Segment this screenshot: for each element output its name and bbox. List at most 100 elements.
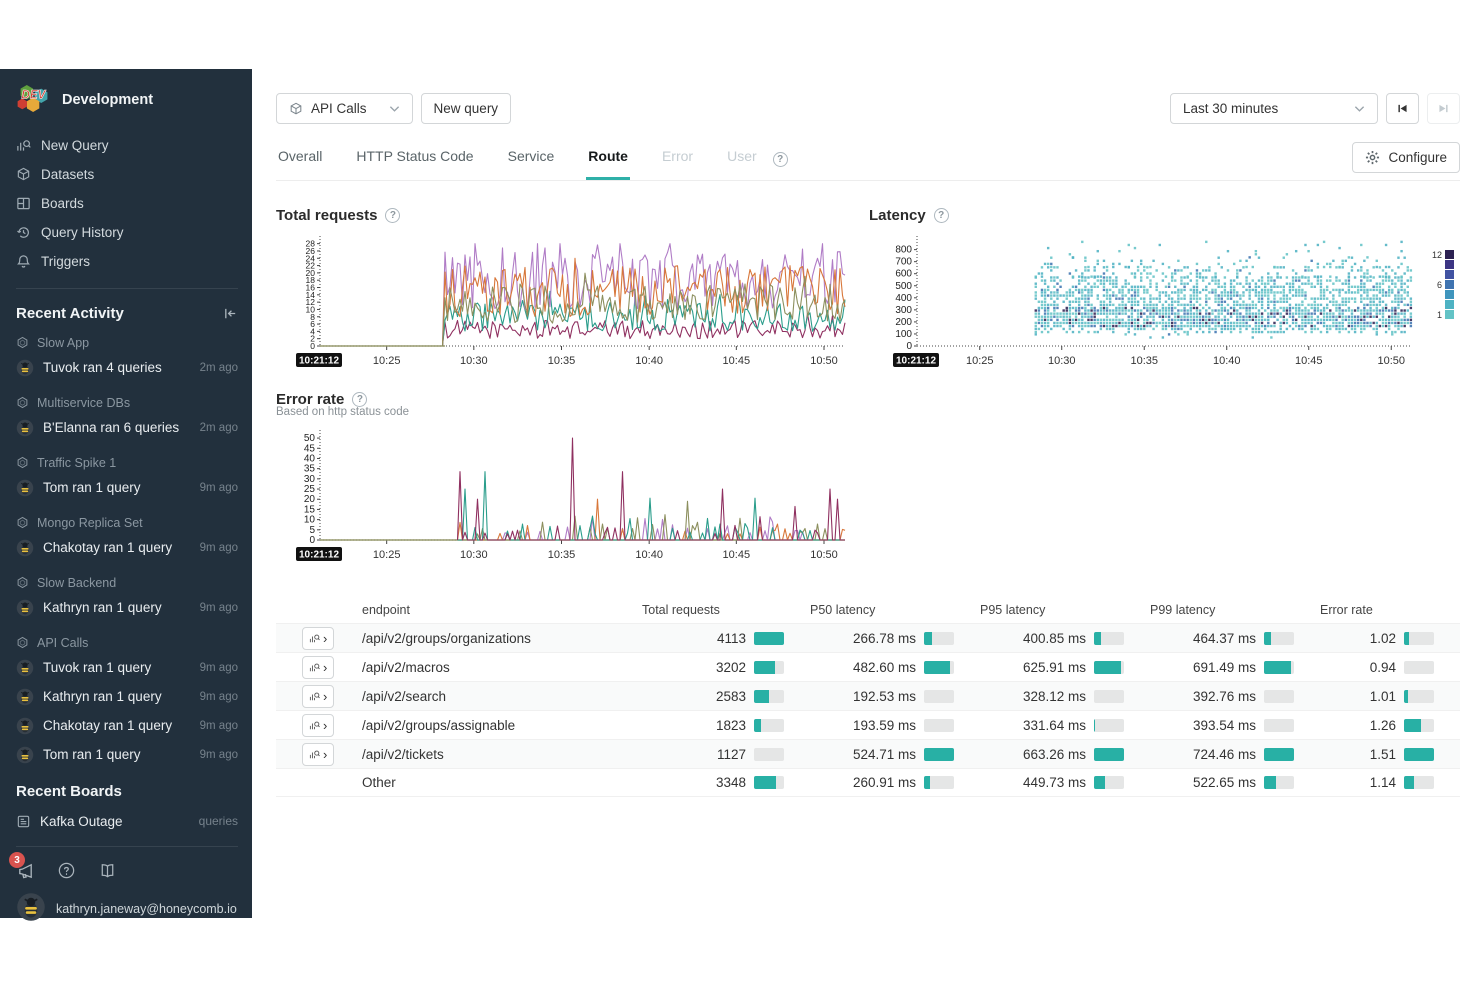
- activity-query-item[interactable]: Tuvok ran 4 queries 2m ago: [16, 353, 238, 382]
- col-error-rate: Error rate: [1320, 603, 1373, 617]
- activity-time: 9m ago: [199, 719, 238, 732]
- announcements-count-badge: 3: [9, 852, 25, 868]
- open-query-button[interactable]: ›: [302, 742, 335, 766]
- total-requests-cell: 3202: [642, 660, 810, 675]
- svg-text:10:50: 10:50: [810, 549, 838, 561]
- chevron-right-icon: ›: [323, 688, 328, 704]
- error-rate-cell: 1.26: [1320, 718, 1460, 733]
- bee-avatar-icon: [16, 688, 34, 706]
- activity-text: Tuvok ran 1 query: [43, 660, 152, 675]
- error-rate-cell: 1.02: [1320, 631, 1460, 646]
- svg-text:10: 10: [306, 304, 316, 314]
- open-query-button[interactable]: ›: [302, 713, 335, 737]
- activity-dataset-label[interactable]: API Calls: [16, 632, 238, 653]
- svg-text:10:50: 10:50: [1377, 355, 1405, 367]
- table-row: › /api/v2/tickets 1127 524.71 ms 663.26 ms 72…: [276, 739, 1460, 768]
- table-row: › /api/v2/groups/organizations 4113 266.78 …: [276, 623, 1460, 652]
- tab-http-status-code[interactable]: HTTP Status Code: [356, 148, 474, 164]
- bee-avatar-icon: [16, 599, 34, 617]
- open-query-button[interactable]: ›: [302, 626, 335, 650]
- svg-text:12: 12: [1432, 250, 1442, 260]
- activity-dataset-label[interactable]: Slow App: [16, 332, 238, 353]
- board-item[interactable]: Kafka Outage queries: [16, 808, 238, 834]
- activity-query-item[interactable]: Kathryn ran 1 query 9m ago: [16, 593, 238, 622]
- error-rate-cell: 1.14: [1320, 775, 1460, 790]
- activity-query-item[interactable]: Tom ran 1 query 9m ago: [16, 473, 238, 502]
- help-icon[interactable]: [57, 861, 76, 880]
- endpoint-cell: /api/v2/groups/assignable: [362, 717, 516, 733]
- activity-dataset-label[interactable]: Traffic Spike 1: [16, 452, 238, 473]
- svg-text:26: 26: [306, 246, 316, 256]
- open-query-button[interactable]: ›: [302, 684, 335, 708]
- activity-dataset-label[interactable]: Multiservice DBs: [16, 392, 238, 413]
- total-requests-chart: Total requests ? 0 2 4 6 8 10 12 14 16 18 20 22 24 26…: [276, 207, 851, 385]
- time-range-selector[interactable]: Last 30 minutes: [1170, 93, 1378, 124]
- sidebar-item-triggers[interactable]: Triggers: [16, 247, 238, 276]
- announcements-megaphone-icon[interactable]: 3: [9, 852, 35, 880]
- collapse-sidebar-icon[interactable]: [223, 306, 238, 321]
- hexbox-icon: [16, 167, 31, 182]
- error-rate-bar: [1404, 776, 1434, 789]
- tab-route[interactable]: Route: [586, 140, 630, 180]
- dataset-selector[interactable]: API Calls: [276, 93, 413, 124]
- latency-help-icon[interactable]: ?: [933, 208, 949, 223]
- total-requests-cell: 1127: [642, 747, 810, 762]
- sidebar-item-query-history[interactable]: Query History: [16, 218, 238, 247]
- open-query-button[interactable]: ›: [302, 655, 335, 679]
- p50-latency-bar: [924, 631, 954, 645]
- svg-text:500: 500: [895, 281, 912, 292]
- tab-service[interactable]: Service: [507, 148, 555, 164]
- activity-dataset-label[interactable]: Mongo Replica Set: [16, 512, 238, 533]
- tab-user[interactable]: User: [727, 148, 757, 164]
- hexagon-dataset-icon: [16, 336, 29, 349]
- hexagon-dataset-icon: [16, 576, 29, 589]
- activity-query-item[interactable]: Kathryn ran 1 query 9m ago: [16, 682, 238, 711]
- chart-search-icon: [309, 662, 320, 673]
- configure-button[interactable]: Configure: [1352, 142, 1460, 173]
- activity-query-item[interactable]: Tom ran 1 query 9m ago: [16, 740, 238, 769]
- tab-overall[interactable]: Overall: [278, 148, 323, 164]
- p99-latency-bar: [1264, 660, 1294, 674]
- sidebar-item-new-query[interactable]: New Query: [16, 131, 238, 160]
- p95-latency-cell: 449.73 ms: [980, 775, 1150, 790]
- latency-chart: Latency ? 0 100 200 300 400 500 600 700 800 10:25…: [869, 207, 1463, 385]
- activity-query-item[interactable]: Tuvok ran 1 query 9m ago: [16, 653, 238, 682]
- error-rate-help-icon[interactable]: ?: [352, 392, 368, 407]
- tabs-help-icon[interactable]: ?: [772, 149, 788, 167]
- tab-error[interactable]: Error: [661, 148, 694, 164]
- table-row: › /api/v2/macros 3202 482.60 ms 625.91 ms 691…: [276, 652, 1460, 681]
- sidebar-item-boards[interactable]: Boards: [16, 189, 238, 218]
- p95-latency-bar: [1094, 631, 1124, 645]
- activity-query-item[interactable]: Chakotay ran 1 query 9m ago: [16, 711, 238, 740]
- activity-text: Kathryn ran 1 query: [43, 600, 162, 615]
- svg-text:200: 200: [895, 317, 912, 328]
- total-requests-cell: 1823: [642, 718, 810, 733]
- activity-query-item[interactable]: B'Elanna ran 6 queries 2m ago: [16, 413, 238, 442]
- new-query-button[interactable]: New query: [420, 93, 512, 124]
- endpoint-cell: /api/v2/search: [362, 688, 447, 704]
- error-rate-bar: [1404, 689, 1434, 703]
- docs-book-icon[interactable]: [98, 861, 117, 880]
- total-requests-bar: [754, 747, 784, 761]
- p95-latency-bar: [1094, 776, 1124, 789]
- skip-forward-button[interactable]: [1427, 93, 1460, 124]
- svg-text:100: 100: [895, 329, 912, 340]
- p50-latency-bar: [924, 747, 954, 761]
- svg-text:10:50: 10:50: [810, 355, 838, 367]
- svg-text:10:45: 10:45: [723, 549, 751, 561]
- svg-text:10:21:12: 10:21:12: [299, 356, 339, 367]
- skip-back-button[interactable]: [1386, 93, 1419, 124]
- sidebar-item-datasets[interactable]: Datasets: [16, 160, 238, 189]
- activity-dataset-label[interactable]: Slow Backend: [16, 572, 238, 593]
- org-switcher[interactable]: DEV Development: [16, 83, 238, 117]
- activity-query-item[interactable]: Chakotay ran 1 query 9m ago: [16, 533, 238, 562]
- total-requests-help-icon[interactable]: ?: [385, 208, 401, 223]
- svg-text:14: 14: [306, 290, 316, 300]
- activity-text: Tom ran 1 query: [43, 747, 141, 762]
- svg-text:20: 20: [306, 268, 316, 278]
- p50-latency-cell: 192.53 ms: [810, 689, 980, 704]
- user-account[interactable]: kathryn.janeway@honeycomb.io: [16, 892, 238, 925]
